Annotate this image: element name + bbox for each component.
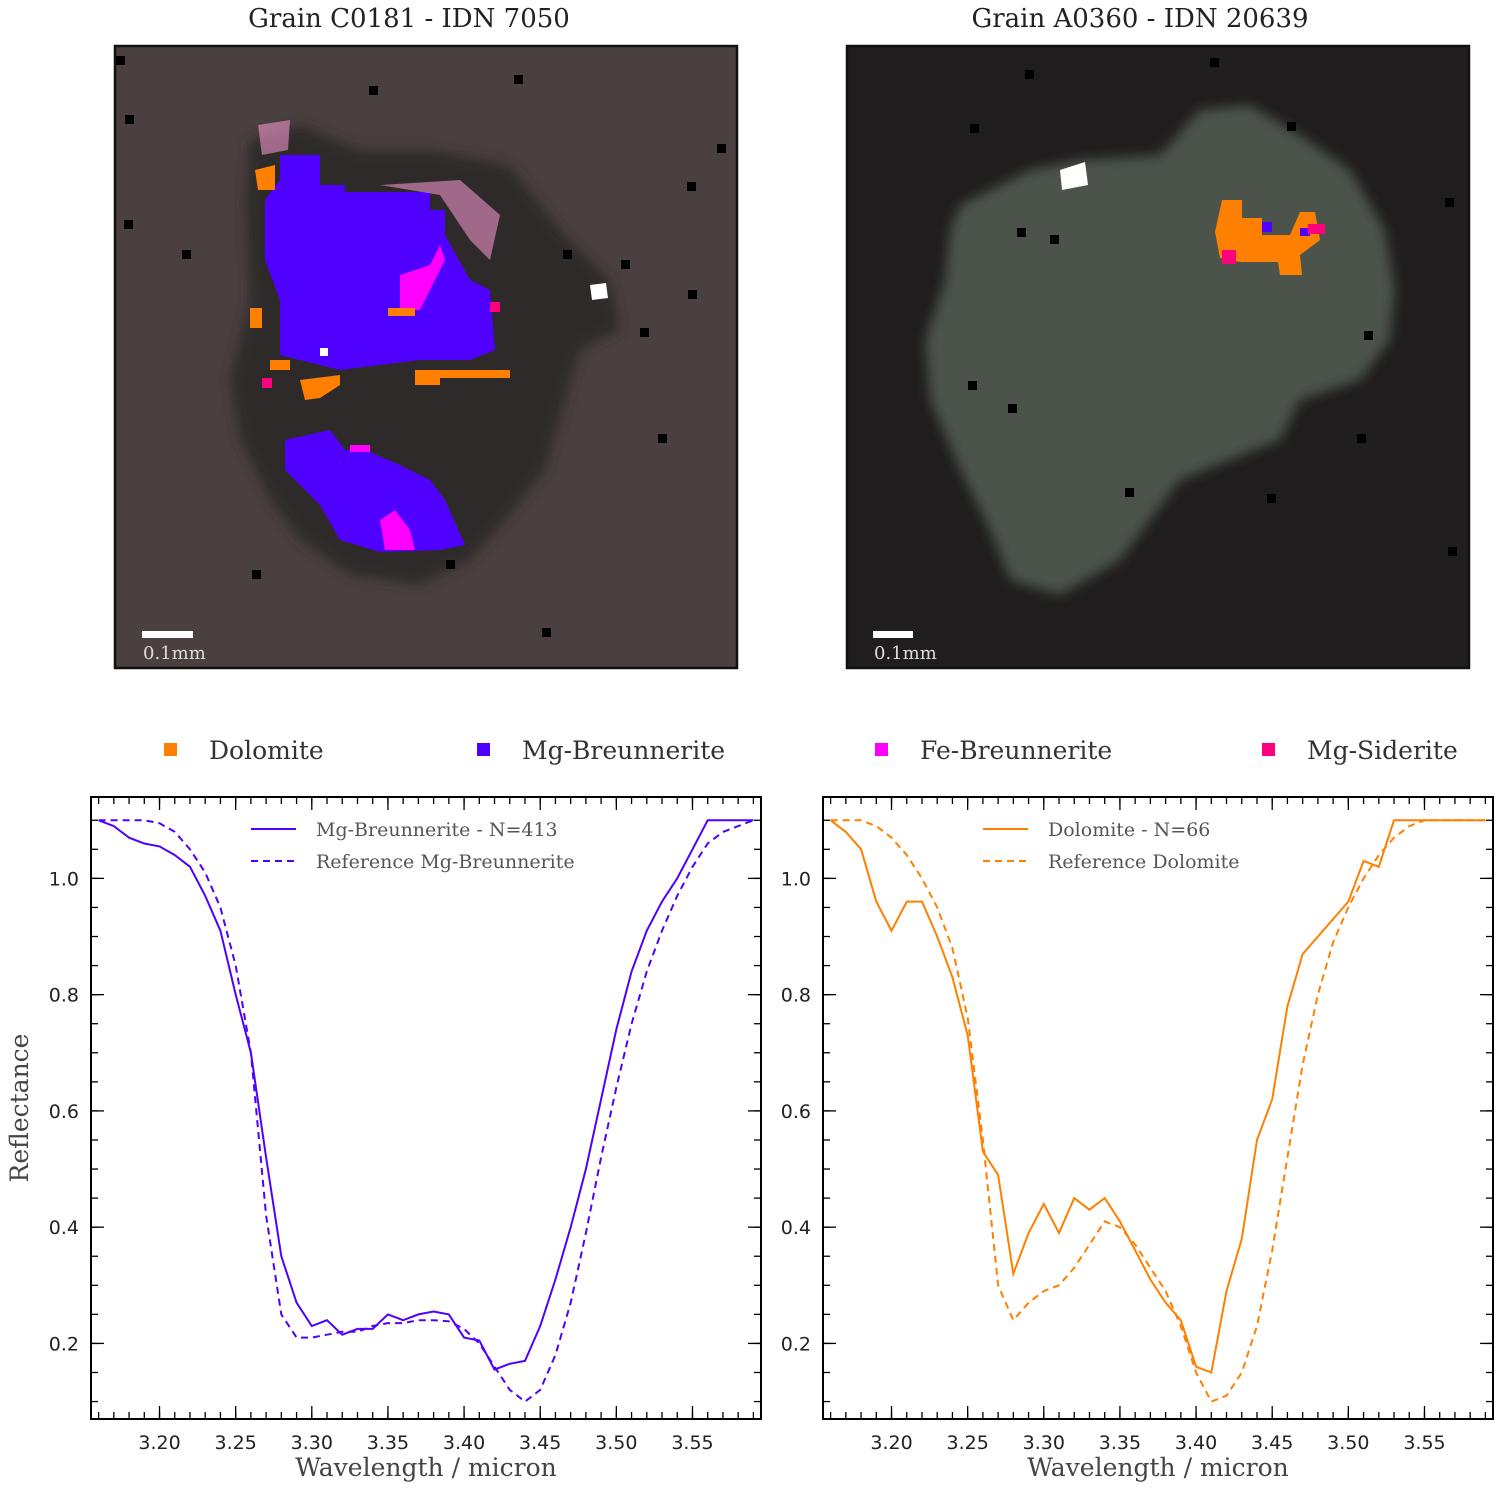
x-tick-label: 3.45 [1251, 1432, 1293, 1454]
legend-label-mg-siderite: Mg-Siderite [1307, 736, 1458, 765]
y-tick-label: 1.0 [781, 868, 811, 890]
series-group [98, 819, 754, 1403]
legend-entry-label: Mg-Breunnerite - N=413 [316, 819, 558, 841]
x-tick-label: 3.20 [138, 1432, 180, 1454]
y-tick-label: 0.6 [781, 1101, 811, 1123]
series-legend: Dolomite - N=66 Reference Dolomite [983, 819, 1239, 873]
mineral-map-2 [1060, 162, 1325, 275]
mineral-map-1 [250, 120, 608, 552]
dead-pixels-2 [968, 58, 1457, 556]
x-tick-label: 3.25 [215, 1432, 257, 1454]
image-panel-1: Grain C0181 - IDN 7050 [113, 4, 739, 670]
x-tick-label: 3.50 [595, 1432, 637, 1454]
series-line-measured [98, 819, 754, 1371]
y-tick-label: 0.8 [781, 985, 811, 1007]
pink-rim-1 [258, 120, 500, 260]
legend-item-dolomite: Dolomite [164, 736, 324, 765]
x-tick-label: 3.30 [291, 1432, 333, 1454]
series-line-measured [829, 819, 1486, 1374]
fe-breunnerite-pixels-1 [350, 245, 445, 550]
x-tick-label: 3.25 [947, 1432, 989, 1454]
image-frame-1 [113, 44, 739, 670]
legend-label-mg-breunnerite: Mg-Breunnerite [522, 736, 725, 765]
mg-siderite-pixels-2 [1222, 224, 1325, 264]
spectrum-plot-mg-breunnerite: 3.20 3.25 3.30 3.35 3.40 3.45 3.50 3.55 0.2 0.4 0.… [5, 796, 762, 1482]
mg-breunnerite-pixels-2 [1262, 222, 1310, 236]
y-tick-label: 0.2 [49, 1333, 79, 1355]
image-title-1: Grain C0181 - IDN 7050 [248, 4, 570, 34]
legend-item-mg-siderite: Mg-Siderite [1262, 736, 1458, 765]
legend-entry-label: Reference Mg-Breunnerite [316, 851, 575, 873]
dolomite-pixels-2 [1215, 200, 1320, 275]
x-axis-label: Wavelength / micron [1027, 1453, 1289, 1482]
axis-ticks [823, 797, 1493, 1419]
x-tick-label: 3.35 [367, 1432, 409, 1454]
grain-body-2 [925, 105, 1395, 595]
image-panel-2: Grain A0360 - IDN 20639 0.1mm [845, 4, 1471, 670]
image-title-2: Grain A0360 - IDN 20639 [971, 4, 1308, 34]
series-line-reference [830, 819, 1486, 1403]
plot-area [823, 797, 1493, 1419]
legend-swatch-mg-breunnerite [477, 743, 490, 756]
x-tick-label: 3.40 [443, 1432, 485, 1454]
legend-label-dolomite: Dolomite [209, 736, 324, 765]
y-tick-label: 0.2 [781, 1333, 811, 1355]
legend-swatch-fe-breunnerite [875, 743, 888, 756]
y-tick-label: 0.6 [49, 1101, 79, 1123]
plot-area [91, 797, 761, 1419]
x-axis-label: Wavelength / micron [295, 1453, 557, 1482]
dead-pixels-1 [116, 56, 726, 637]
series-group [829, 819, 1486, 1403]
scalebar-1 [142, 631, 193, 638]
legend-label-fe-breunnerite: Fe-Breunnerite [920, 736, 1112, 765]
legend-entry-label: Reference Dolomite [1048, 851, 1239, 873]
x-tick-label: 3.20 [870, 1432, 912, 1454]
axis-ticks [91, 797, 761, 1419]
x-tick-label: 3.40 [1175, 1432, 1217, 1454]
x-tick-label: 3.55 [1403, 1432, 1445, 1454]
series-legend: Mg-Breunnerite - N=413 Reference Mg-Breun… [251, 819, 575, 873]
y-tick-label: 0.8 [49, 985, 79, 1007]
legend-swatch-mg-siderite [1262, 743, 1275, 756]
y-tick-label: 0.4 [49, 1217, 79, 1239]
legend-item-fe-breunnerite: Fe-Breunnerite [875, 736, 1112, 765]
legend-item-mg-breunnerite: Mg-Breunnerite [477, 736, 725, 765]
y-tick-label: 1.0 [49, 868, 79, 890]
x-tick-label: 3.50 [1327, 1432, 1369, 1454]
series-line-reference [98, 819, 754, 1403]
image-frame-2 [845, 44, 1471, 670]
axes-frame [90, 796, 762, 1420]
y-tick-label: 0.4 [781, 1217, 811, 1239]
scalebar-2 [873, 631, 913, 638]
legend-swatch-dolomite [164, 743, 177, 756]
spectrum-plot-dolomite: 3.20 3.25 3.30 3.35 3.40 3.45 3.50 3.55 0.2 0.4 0.… [781, 796, 1494, 1482]
mineral-legend: Dolomite Mg-Breunnerite Fe-Breunnerite M… [164, 736, 1458, 765]
x-tick-label: 3.30 [1023, 1432, 1065, 1454]
x-tick-label: 3.55 [671, 1432, 713, 1454]
scalebar-label-2: 0.1mm [874, 643, 937, 664]
legend-entry-label: Dolomite - N=66 [1048, 819, 1210, 841]
dolomite-pixels-1 [250, 165, 510, 400]
axes-frame [822, 796, 1494, 1420]
scalebar-label-1: 0.1mm [143, 643, 206, 664]
specular-highlight-2 [1060, 162, 1088, 190]
x-tick-label: 3.45 [519, 1432, 561, 1454]
x-tick-label: 3.35 [1099, 1432, 1141, 1454]
y-axis-label: Reflectance [5, 1034, 34, 1183]
